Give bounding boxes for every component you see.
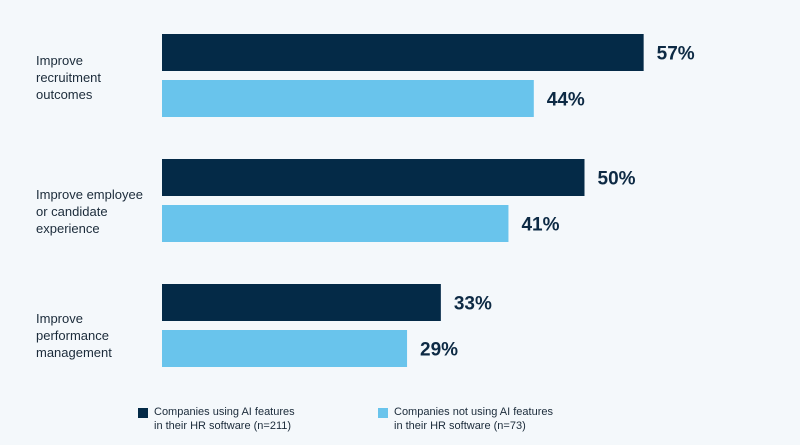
bar-ai-recruitment [162, 34, 644, 71]
legend-label-line: in their HR software (n=73) [394, 420, 526, 432]
value-label-ai-recruitment: 57% [657, 44, 695, 65]
category-label-line: Improve employee [36, 187, 143, 202]
bar-no-ai-recruitment [162, 80, 534, 117]
legend-label-line: Companies not using AI features [394, 406, 553, 418]
legend-label-no-ai: Companies not using AI features in their… [394, 405, 569, 433]
bar-ai-experience [162, 159, 585, 196]
category-label-line: management [36, 345, 112, 360]
bar-no-ai-experience [162, 205, 509, 242]
category-label-line: or candidate [36, 204, 108, 219]
value-label-ai-performance: 33% [454, 294, 492, 315]
category-label-experience: Improve employee or candidate experience [36, 186, 156, 237]
legend-item-no-ai: Companies not using AI features in their… [378, 405, 569, 433]
category-label-line: outcomes [36, 87, 93, 102]
category-label-line: Improve [36, 311, 83, 326]
bar-no-ai-performance [162, 330, 408, 367]
legend-item-ai: Companies using AI features in their HR … [138, 405, 329, 433]
legend-label-line: in their HR software (n=211) [154, 420, 292, 432]
category-label-line: recruitment [36, 70, 102, 85]
category-label-recruitment: Improve recruitment outcomes [36, 52, 156, 103]
legend-label-ai: Companies using AI features in their HR … [154, 405, 329, 433]
category-label-performance: Improve performance management [36, 310, 156, 361]
category-label-line: experience [36, 221, 100, 236]
category-label-line: Improve [36, 53, 83, 68]
value-label-ai-experience: 50% [598, 169, 636, 190]
value-label-no-ai-performance: 29% [420, 340, 458, 361]
bar-ai-performance [162, 284, 441, 321]
category-label-line: performance [36, 328, 109, 343]
value-label-no-ai-recruitment: 44% [547, 90, 585, 111]
legend-swatch-ai [138, 408, 148, 418]
value-label-no-ai-experience: 41% [521, 215, 559, 236]
legend-swatch-no-ai [378, 408, 388, 418]
legend-label-line: Companies using AI features [154, 406, 295, 418]
